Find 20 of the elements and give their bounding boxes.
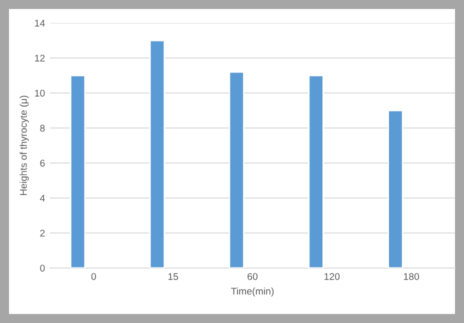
- x-tick-label: 180: [404, 273, 420, 280]
- y-tick-label: 2: [40, 230, 45, 237]
- bar: [308, 74, 324, 268]
- x-tick-label: 15: [168, 273, 178, 280]
- y-tick-label: 8: [40, 124, 45, 132]
- x-axis-title: Time(min): [231, 287, 274, 297]
- y-axis-title: Heights of thyrocyte (μ): [20, 96, 29, 196]
- y-tick-label: 0: [40, 264, 45, 272]
- y-tick-label: 14: [35, 20, 45, 27]
- bar: [228, 71, 244, 268]
- y-tick-label: 6: [40, 160, 45, 167]
- x-tick-label: 120: [324, 273, 340, 280]
- bar: [70, 74, 86, 268]
- y-tick-label: 10: [35, 90, 45, 97]
- y-tick-label: 12: [35, 54, 45, 62]
- x-tick-label: 60: [248, 273, 258, 280]
- y-tick-label: 4: [40, 194, 45, 202]
- x-tick-label: 0: [91, 273, 96, 280]
- bar: [388, 110, 404, 268]
- bar: [149, 40, 166, 268]
